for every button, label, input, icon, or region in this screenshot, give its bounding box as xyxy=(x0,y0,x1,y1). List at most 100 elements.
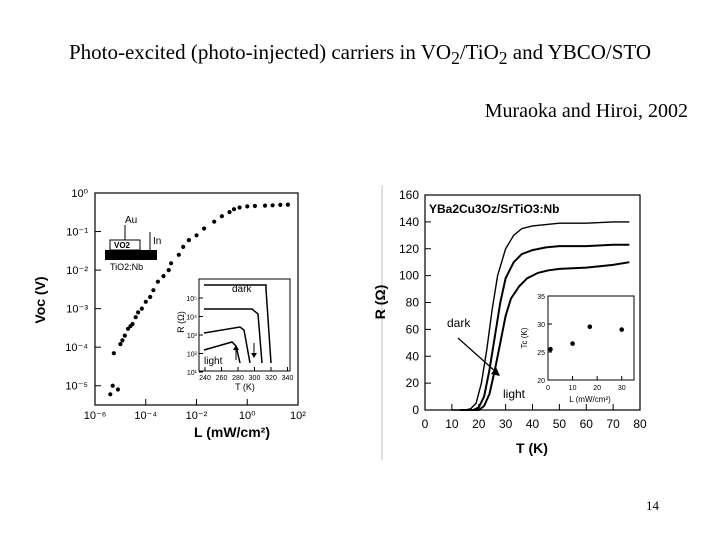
right-inset-x-tick-label: 30 xyxy=(618,385,626,392)
inset-arrow-down-head xyxy=(251,353,257,358)
left-data-point xyxy=(278,202,283,207)
right-x-tick-label: 60 xyxy=(580,417,594,431)
left-y-axis-label: Voc (V) xyxy=(32,276,48,323)
right-inset-y-label: Tc (K) xyxy=(520,327,529,348)
left-x-tick-label: 10⁻⁴ xyxy=(134,410,157,422)
slide-title: Photo-excited (photo-injected) carriers … xyxy=(68,40,652,69)
left-data-point xyxy=(120,338,125,343)
left-data-point xyxy=(122,333,127,338)
right-inset-y-tick-label: 35 xyxy=(537,294,545,301)
left-data-point xyxy=(262,203,268,208)
left-x-tick-label: 10⁰ xyxy=(239,410,256,422)
right-x-tick-label: 70 xyxy=(606,417,620,431)
left-y-tick-label: 10⁻² xyxy=(66,265,88,277)
right-inset: 20 25 30 35 0 10 20 30 L (mW/cm²) Tc (K) xyxy=(520,294,635,404)
left-data-point xyxy=(148,294,153,300)
right-inset-data-point xyxy=(548,346,553,352)
right-series-line xyxy=(451,221,630,411)
left-inset-y-tick-label: 10⁴ xyxy=(186,315,197,322)
left-inset-frame xyxy=(198,278,291,372)
device-substrate-layer xyxy=(105,250,157,260)
left-data-point xyxy=(125,326,131,331)
device-label-in: In xyxy=(153,236,161,247)
left-data-point xyxy=(245,204,250,209)
right-y-tick-label: 40 xyxy=(406,349,420,363)
right-x-tick-label: 0 xyxy=(422,417,429,431)
left-data-point xyxy=(231,207,237,212)
device-label-au: Au xyxy=(125,215,137,226)
right-x-tick-label: 10 xyxy=(445,417,459,431)
right-inset-data-point xyxy=(619,327,624,332)
inset-curve-2 xyxy=(204,308,263,364)
left-inset-x-tick-label: 340 xyxy=(282,375,294,382)
left-data-point xyxy=(151,288,156,293)
left-data-point xyxy=(252,203,257,209)
right-arrow xyxy=(457,337,497,373)
left-inset-x-tick-label: 300 xyxy=(249,375,261,382)
left-data-point xyxy=(212,219,217,224)
inset-label-light: light xyxy=(204,356,223,367)
left-data-point xyxy=(118,342,123,347)
left-inset-x-label: T (K) xyxy=(235,382,255,392)
left-x-tick-label: 10² xyxy=(290,410,306,422)
right-label-dark: dark xyxy=(447,316,471,330)
page-number: 14 xyxy=(646,498,659,513)
left-y-tick-label: 10⁻⁴ xyxy=(65,342,88,354)
left-data-point xyxy=(227,210,232,215)
left-data-point xyxy=(169,261,174,266)
left-data-point xyxy=(110,383,115,388)
right-x-tick-label: 50 xyxy=(553,417,567,431)
left-inset-y-label: R (Ω) xyxy=(176,311,186,333)
right-y-tick-label: 140 xyxy=(399,215,419,229)
right-y-tick-label: 100 xyxy=(399,269,419,283)
left-data-point xyxy=(108,392,113,397)
left-data-point xyxy=(166,268,171,273)
right-y-tick-label: 160 xyxy=(399,188,419,202)
left-x-tick-label: 10⁻² xyxy=(186,410,208,422)
authors-citation: Muraoka and Hiroi, 2002 xyxy=(484,100,688,122)
right-arrow-head xyxy=(491,367,500,376)
left-data-point xyxy=(237,205,242,210)
left-data-point xyxy=(186,238,191,243)
left-data-point xyxy=(181,244,186,249)
right-inset-y-tick-label: 25 xyxy=(537,350,545,357)
right-inset-x-tick-label: 20 xyxy=(593,385,601,392)
left-data-point xyxy=(161,274,166,279)
right-y-tick-label: 20 xyxy=(406,376,420,390)
right-inset-data-point xyxy=(587,324,593,330)
right-x-tick-label: 20 xyxy=(472,417,486,431)
right-y-axis-label: R (Ω) xyxy=(372,285,388,320)
left-data-point xyxy=(143,299,148,304)
left-x-axis-label: L (mW/cm²) xyxy=(194,424,270,440)
right-series-line xyxy=(465,261,630,411)
left-data-point xyxy=(115,387,120,392)
left-data-point xyxy=(219,214,224,219)
right-x-axis-label: T (K) xyxy=(516,440,548,456)
right-inset-x-tick-label: 10 xyxy=(569,385,577,392)
left-data-point xyxy=(133,315,138,320)
left-inset-y-tick-label: 10¹ xyxy=(187,370,198,377)
left-inset-x-tick-label: 260 xyxy=(216,375,228,382)
left-inset-x-tick-label: 320 xyxy=(265,375,277,382)
left-data-point xyxy=(194,233,199,238)
inset-curve-3 xyxy=(203,326,251,364)
left-data-point xyxy=(155,279,160,284)
left-inset-y-tick-label: 10² xyxy=(187,352,198,359)
device-label-vo2: VO2 xyxy=(114,241,131,250)
left-data-point xyxy=(136,310,141,315)
left-inset-x-tick-label: 280 xyxy=(232,375,244,382)
right-y-tick-label: 0 xyxy=(412,403,419,417)
left-data-point xyxy=(139,306,144,311)
right-inset-y-tick-label: 20 xyxy=(537,378,545,385)
left-inset-y-tick-label: 10⁵ xyxy=(186,296,197,303)
right-inset-data-point xyxy=(570,341,575,346)
device-label-tio2: TiO2:Nb xyxy=(110,262,143,272)
left-data-point xyxy=(111,351,116,356)
inset-label-dark: dark xyxy=(232,284,252,295)
left-y-tick-label: 10⁻⁵ xyxy=(65,381,88,393)
device-schematic: Au In VO2 TiO2:Nb xyxy=(105,215,161,272)
left-inset-x-tick-label: 240 xyxy=(199,375,211,382)
